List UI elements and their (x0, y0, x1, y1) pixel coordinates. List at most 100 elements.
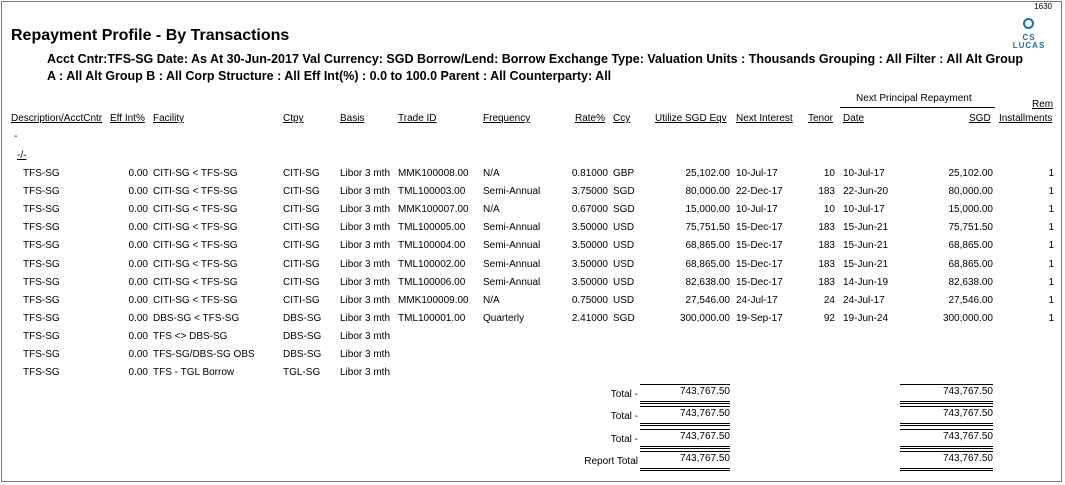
cell-eff-int: 0.00 (128, 222, 148, 234)
cell-ccy: USD (613, 222, 635, 234)
cell-next-interest: 10-Jul-17 (736, 168, 778, 179)
cell-ctpy: CITI-SG (283, 276, 320, 288)
cell-ccy: USD (613, 276, 635, 288)
total-double-rule (900, 401, 993, 404)
total-double-rule (900, 446, 993, 449)
cell-facility: CITI-SG < TFS-SG (153, 222, 238, 234)
cell-date: 10-Jul-17 (843, 204, 885, 216)
cell-sgd: 27,546.00 (948, 294, 994, 306)
cell-ctpy: CITI-SG (283, 294, 320, 306)
cell-eff-int: 0.00 (128, 204, 148, 216)
col-sgd: SGD (969, 113, 991, 124)
cell-next-interest: 15-Dec-17 (736, 258, 783, 270)
cell-sgd: 75,751.50 (948, 222, 994, 234)
group-marker: -/- (17, 150, 27, 161)
cell-description: TFS-SG (23, 294, 60, 306)
cell-facility: CITI-SG < TFS-SG (153, 294, 238, 306)
cell-next-interest: 10-Jul-17 (736, 204, 778, 216)
col-next-interest: Next Interest (736, 113, 793, 124)
total-utilize-value: 743,767.50 (679, 453, 730, 464)
cell-frequency: Semi-Annual (483, 258, 541, 270)
cell-basis: Libor 3 mth (340, 294, 391, 306)
cell-basis: Libor 3 mth (340, 349, 391, 360)
cell-sgd: 300,000.00 (942, 312, 993, 324)
cell-trade-id: TML100001.00 (398, 312, 466, 324)
cell-trade-id: TML100002.00 (398, 258, 466, 270)
total-label: Total - (610, 434, 638, 445)
total-double-rule (900, 468, 993, 471)
cell-trade-id: MMK100008.00 (398, 168, 469, 179)
page-number: 1630 (1034, 2, 1052, 11)
total-double-rule (900, 423, 993, 426)
cell-next-interest: 22-Dec-17 (736, 186, 783, 198)
total-top-rule (900, 384, 993, 385)
report-title: Repayment Profile - By Transactions (11, 27, 290, 44)
col-eff-int: Eff Int% (110, 113, 145, 124)
cell-description: TFS-SG (23, 367, 60, 379)
cell-basis: Libor 3 mth (340, 240, 391, 252)
cell-rate: 3.50000 (571, 240, 608, 252)
total-sgd-value: 743,767.50 (942, 453, 993, 464)
cell-facility: TFS-SG/DBS-SG OBS (153, 349, 255, 360)
cell-facility: CITI-SG < TFS-SG (153, 258, 238, 270)
report-parameters-line2: A : All Alt Group B : All Corp Structure… (47, 69, 612, 83)
next-principal-repayment-header: Next Principal Repayment (856, 93, 972, 104)
cell-rate: 3.50000 (571, 222, 608, 234)
cell-trade-id: TML100006.00 (398, 276, 466, 288)
cell-rate: 0.75000 (571, 294, 608, 306)
cell-rem-installments: 1 (1048, 294, 1054, 306)
cell-basis: Libor 3 mth (340, 222, 391, 234)
cell-facility: TFS <> DBS-SG (153, 330, 228, 342)
cell-rem-installments: 1 (1048, 222, 1054, 234)
cell-next-interest: 15-Dec-17 (736, 240, 783, 252)
cell-frequency: Semi-Annual (483, 186, 541, 198)
cell-next-interest: 24-Jul-17 (736, 294, 778, 306)
col-tenor: Tenor (808, 113, 834, 124)
cell-utilize: 25,102.00 (685, 168, 731, 179)
cell-facility: CITI-SG < TFS-SG (153, 276, 238, 288)
cell-rate: 3.50000 (571, 276, 608, 288)
cell-eff-int: 0.00 (128, 258, 148, 270)
cell-description: TFS-SG (23, 349, 60, 360)
cell-basis: Libor 3 mth (340, 367, 391, 379)
cell-basis: Libor 3 mth (340, 258, 391, 270)
total-top-rule (900, 429, 993, 430)
total-sgd-value: 743,767.50 (942, 386, 993, 397)
group-marker: - (14, 131, 18, 142)
cell-eff-int: 0.00 (128, 367, 148, 379)
cell-tenor: 10 (823, 204, 835, 216)
cell-rem-installments: 1 (1048, 240, 1054, 252)
cell-frequency: Semi-Annual (483, 240, 541, 252)
total-sgd-value: 743,767.50 (942, 408, 993, 419)
cell-basis: Libor 3 mth (340, 204, 391, 216)
cell-eff-int: 0.00 (128, 294, 148, 306)
cell-ccy: USD (613, 240, 635, 252)
cell-rem-installments: 1 (1048, 204, 1054, 216)
cell-eff-int: 0.00 (128, 312, 148, 324)
total-top-rule (640, 451, 730, 452)
cell-utilize: 15,000.00 (685, 204, 731, 216)
cell-date: 14-Jun-19 (843, 276, 889, 288)
cell-description: TFS-SG (23, 330, 60, 342)
cell-facility: CITI-SG < TFS-SG (153, 168, 238, 179)
cell-basis: Libor 3 mth (340, 330, 391, 342)
col-trade-id: Trade ID (398, 113, 437, 124)
cell-utilize: 75,751.50 (685, 222, 731, 234)
cell-trade-id: TML100005.00 (398, 222, 466, 234)
cell-eff-int: 0.00 (128, 168, 148, 179)
cell-sgd: 25,102.00 (948, 168, 994, 179)
cell-ccy: USD (613, 294, 635, 306)
cell-frequency: N/A (483, 294, 500, 306)
cell-rate: 3.75000 (571, 186, 608, 198)
cell-description: TFS-SG (23, 276, 60, 288)
cell-facility: CITI-SG < TFS-SG (153, 204, 238, 216)
cell-frequency: Semi-Annual (483, 276, 541, 288)
cell-utilize: 80,000.00 (685, 186, 731, 198)
cell-description: TFS-SG (23, 240, 60, 252)
col-ccy: Ccy (613, 113, 631, 124)
cell-tenor: 92 (823, 312, 835, 324)
cell-utilize: 68,865.00 (685, 240, 731, 252)
cell-ctpy: CITI-SG (283, 240, 320, 252)
cell-next-interest: 19-Sep-17 (736, 312, 783, 324)
cell-date: 10-Jul-17 (843, 168, 885, 179)
